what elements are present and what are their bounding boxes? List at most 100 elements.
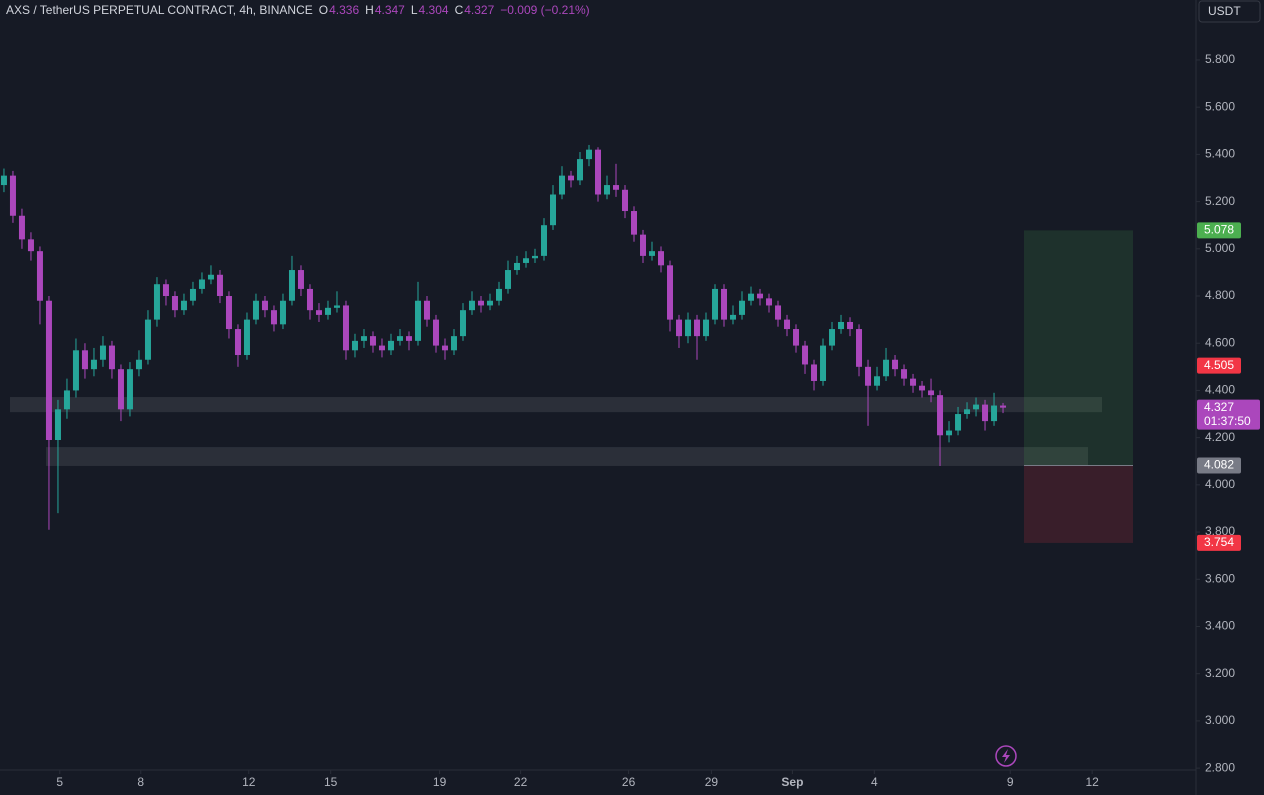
candle-body (360, 336, 367, 341)
axes: 2.800 3.000 3.200 3.400 3.600 3.800 4.000 4.200… (56, 52, 1235, 789)
candle-body (703, 319, 710, 337)
currency[interactable]: USDT (1208, 4, 1241, 18)
candle-body (973, 404, 980, 410)
candle-body (162, 284, 169, 297)
candle-body (558, 175, 565, 195)
candle-body (892, 359, 899, 370)
x-tick-label: 12 (1085, 775, 1099, 789)
candle-body (576, 159, 583, 181)
candle-body (847, 321, 854, 330)
candle-body (595, 149, 601, 195)
candle-body (207, 274, 214, 280)
y-tick-label: 4.200 (1205, 430, 1235, 444)
x-tick-label: 15 (324, 775, 338, 789)
candle-body (324, 307, 331, 315)
candle-body (252, 300, 259, 320)
candle-body (585, 149, 592, 160)
price-label: 4.082 (1204, 458, 1234, 472)
candle-body (180, 300, 187, 311)
zone (10, 397, 1102, 413)
candle-body (216, 274, 223, 297)
countdown: 01:37:50 (1204, 414, 1251, 428)
candle-body (531, 255, 538, 259)
x-tick-label: Sep (781, 775, 803, 789)
candle-body (18, 215, 25, 240)
candle-body (757, 293, 764, 299)
candle-body (721, 288, 728, 320)
candle-body (387, 340, 394, 351)
y-tick-label: 4.800 (1205, 288, 1235, 302)
y-tick-label: 5.600 (1205, 99, 1235, 113)
candle-body (622, 189, 629, 212)
candle-body (919, 385, 926, 391)
candle-body (946, 430, 953, 436)
candle-body (676, 319, 683, 337)
candle-body (333, 305, 340, 308)
candle-body (369, 336, 376, 346)
candle-body (712, 288, 719, 320)
flash-bolt (1002, 749, 1010, 763)
y-tick-label: 2.800 (1205, 760, 1235, 774)
candle-body (486, 300, 493, 306)
candle-body (126, 369, 133, 410)
x-tick-label: 8 (137, 775, 144, 789)
candle-body (775, 305, 782, 320)
candle-body (513, 262, 520, 271)
candle-body (441, 345, 448, 351)
candle-body (739, 300, 746, 315)
zone (46, 447, 1088, 466)
candle-body (234, 329, 241, 356)
y-tick-label: 4.600 (1205, 335, 1235, 349)
price-label: 5.078 (1204, 223, 1234, 237)
candle-body (901, 369, 908, 379)
candle-body (288, 270, 295, 301)
candle-body (396, 336, 403, 341)
candle-body (549, 194, 556, 226)
candle-body (27, 239, 34, 252)
candle-body (477, 300, 484, 306)
price-label-box (1197, 534, 1241, 551)
candle-body (279, 300, 286, 325)
candle-body (793, 329, 800, 346)
y-tick-label: 4.400 (1205, 383, 1235, 397)
candle-body (649, 251, 656, 256)
candle-body (342, 305, 349, 351)
candle-body (838, 321, 845, 330)
candle-body (270, 310, 277, 325)
y-tick-label: 5.800 (1205, 52, 1235, 66)
candle-body (198, 279, 205, 289)
candle-body (495, 288, 502, 301)
candle-body (730, 314, 737, 320)
candle-body (766, 298, 773, 306)
candle-body (81, 350, 88, 370)
candle-body (694, 319, 701, 337)
x-tick-label: 19 (433, 775, 447, 789)
price-label: 3.754 (1204, 535, 1234, 549)
ohlc-value: 4.347 (375, 3, 405, 17)
candle-body (297, 270, 304, 289)
candle-body (63, 390, 70, 410)
x-tick-label: 4 (871, 775, 878, 789)
candle-body (450, 336, 457, 351)
x-tick-label: 22 (514, 775, 528, 789)
x-tick-label: 12 (242, 775, 256, 789)
candle-body (45, 300, 52, 440)
currency-button[interactable] (1198, 0, 1261, 23)
candle-body (99, 345, 106, 360)
candle-body (955, 414, 962, 431)
y-tick-label: 5.000 (1205, 241, 1235, 255)
price-label: 4.505 (1204, 358, 1234, 372)
candle-body (883, 359, 890, 377)
ohlc-letter: L (411, 3, 418, 17)
candle-body (72, 350, 79, 391)
candle-body (504, 270, 511, 289)
candle-body (991, 405, 998, 422)
price-label-box (1197, 222, 1241, 239)
chart-title: AXS / TetherUS PERPETUAL CONTRACT, 4h, B… (6, 3, 313, 17)
candle-body (820, 345, 827, 381)
flash-icon[interactable] (995, 745, 1017, 767)
candle-body (306, 288, 313, 311)
ohlc-value: 4.304 (419, 3, 449, 17)
